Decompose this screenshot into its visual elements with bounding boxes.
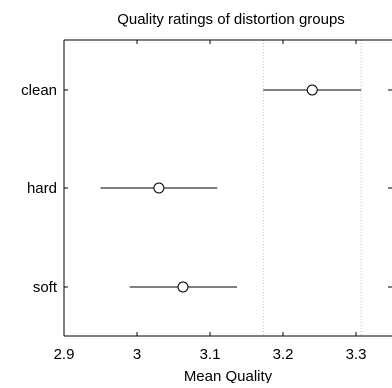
x-tick-label: 3.3 — [346, 346, 367, 363]
mean-marker-clean — [306, 84, 318, 96]
x-tick-label: 3 — [133, 346, 141, 363]
mean-marker-hard — [153, 182, 165, 194]
x-axis-label: Mean Quality — [184, 368, 273, 383]
chart-title: Quality ratings of distortion groups — [117, 11, 345, 28]
y-tick-label-hard: hard — [27, 180, 57, 197]
y-tick-label-soft: soft — [33, 279, 58, 296]
plot-area: 2.9 3 3.1 3.2 3.3 clean hard soft — [21, 39, 392, 363]
x-tick-label: 2.9 — [54, 346, 75, 363]
x-tick-label: 3.1 — [200, 346, 221, 363]
y-tick-label-clean: clean — [21, 82, 57, 99]
x-tick-label: 3.2 — [273, 346, 294, 363]
mean-marker-soft — [177, 281, 189, 293]
